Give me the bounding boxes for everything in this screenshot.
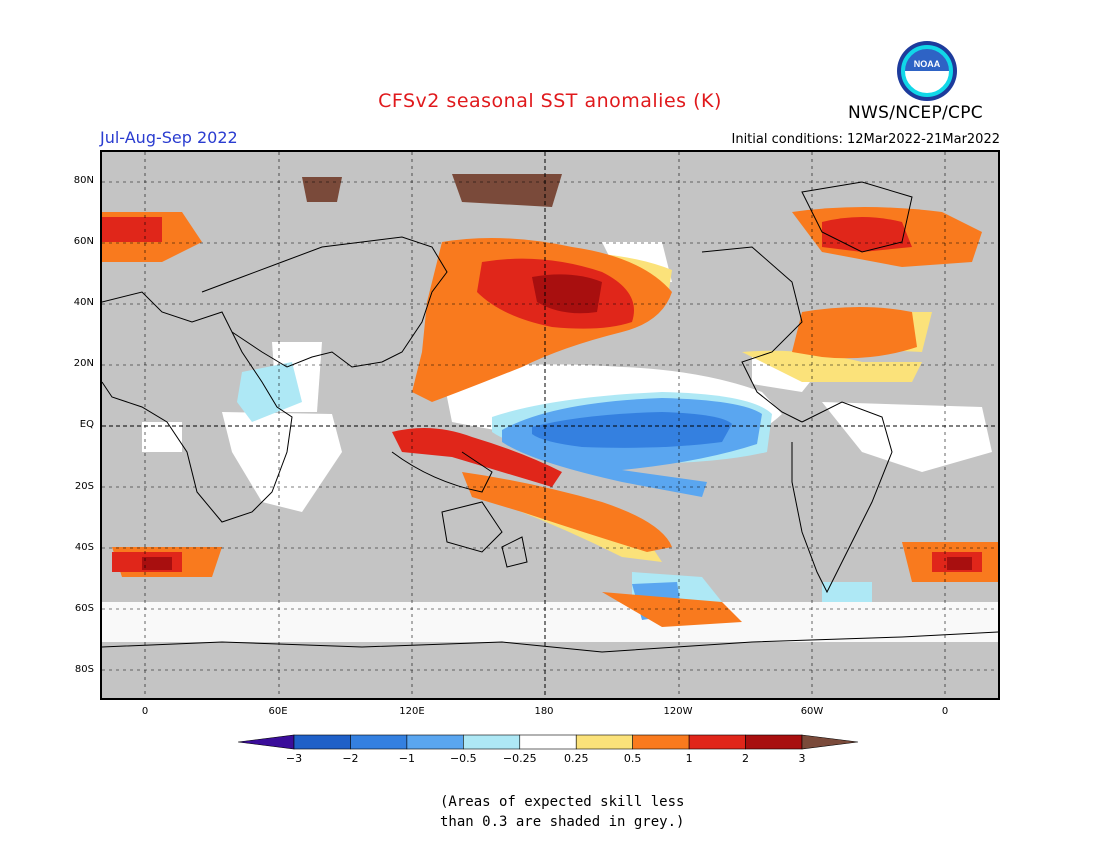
colorbar [237,732,863,756]
colorbar-tick-label: −0.25 [502,752,537,765]
sst-anomaly-map [100,150,1000,700]
lat-label: 20S [74,481,94,492]
colorbar-segment [237,734,295,750]
coastlines [102,181,998,653]
lat-label: 80N [73,175,94,186]
colorbar-tick-label: −3 [285,752,303,765]
lon-label: 60W [800,706,824,717]
colorbar-tick-label: 1 [685,752,693,765]
lat-label: 40N [73,297,94,308]
initial-conditions: Initial conditions: 12Mar2022-21Mar2022 [731,132,1001,147]
lon-label: 120E [399,706,425,717]
colorbar-segment [463,734,521,750]
map-title: CFSv2 seasonal SST anomalies (K) [378,90,722,112]
agency-label: NWS/NCEP/CPC [848,103,983,123]
colorbar-segment [745,734,803,750]
equator-dateline [102,152,998,698]
dark-red-anomaly-areas [142,274,972,570]
colorbar-segment [632,734,690,750]
colorbar-segment [688,734,746,750]
lat-label: 80S [74,664,94,675]
deep-blue-anomaly-areas [532,412,732,448]
skill-note: (Areas of expected skill less than 0.3 a… [440,794,685,830]
lat-label: 60N [73,236,94,247]
colorbar-segment [406,734,464,750]
lat-label: EQ [79,419,94,430]
extreme-anomaly-areas [302,174,562,207]
colorbar-tick-label: 0.5 [623,752,642,765]
graticule [102,152,998,698]
colorbar-tick-label: −2 [342,752,359,765]
lon-label: 120W [663,706,693,717]
lat-label: 40S [74,542,94,553]
colorbar-segment [519,734,577,750]
colorbar-segment [293,734,351,750]
colorbar-tick-label: 0.25 [563,752,589,765]
lon-label: 60E [268,706,288,717]
colorbar-tick-label: 2 [742,752,750,765]
colorbar-segment [575,734,633,750]
noaa-logo-text: NOAA [914,59,941,69]
colorbar-segment [350,734,408,750]
lat-label: 60S [74,603,94,614]
lat-label: 20N [73,358,94,369]
forecast-period: Jul-Aug-Sep 2022 [100,128,238,147]
lon-label: 180 [534,706,554,717]
lon-label: 0 [941,706,949,717]
lon-label: 0 [141,706,149,717]
colorbar-tick-label: −1 [398,752,415,765]
colorbar-tick-label: −0.5 [449,752,477,765]
colorbar-segment [801,734,859,750]
noaa-logo: NOAA [896,40,958,102]
colorbar-tick-label: 3 [798,752,806,765]
